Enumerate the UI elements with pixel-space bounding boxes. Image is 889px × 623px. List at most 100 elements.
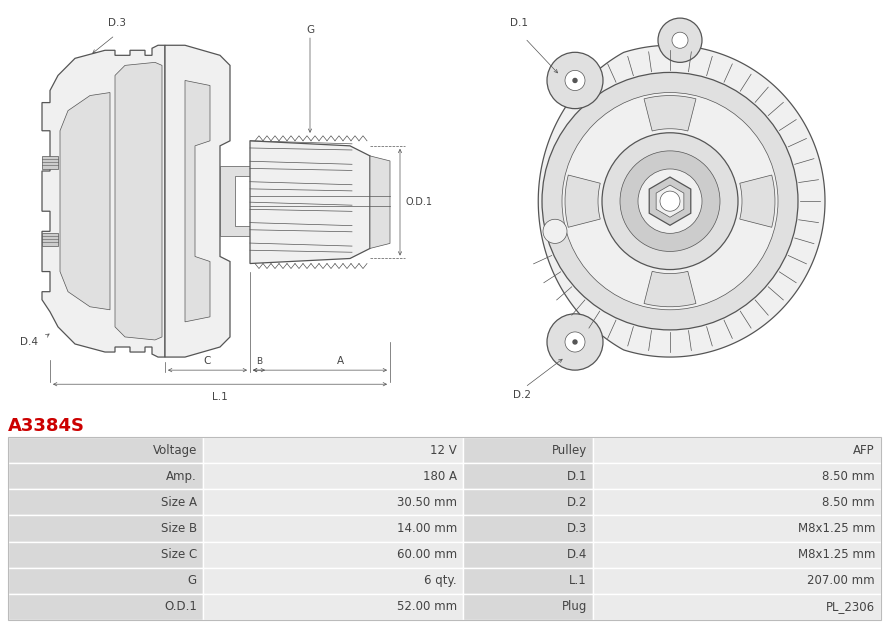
Circle shape	[547, 314, 603, 370]
Circle shape	[602, 133, 738, 270]
Circle shape	[660, 191, 680, 211]
Circle shape	[562, 93, 778, 310]
Bar	[8, 463, 203, 489]
Bar	[203, 541, 463, 568]
Bar	[203, 463, 463, 489]
Bar	[8, 594, 203, 620]
Text: 180 A: 180 A	[423, 470, 457, 483]
Text: Pulley: Pulley	[552, 444, 587, 457]
Bar	[593, 437, 881, 463]
Text: Size C: Size C	[161, 548, 197, 561]
Text: D.1: D.1	[566, 470, 587, 483]
Polygon shape	[42, 45, 165, 357]
Text: L.1: L.1	[569, 574, 587, 587]
Polygon shape	[538, 45, 825, 357]
Bar	[463, 594, 593, 620]
Bar	[203, 437, 463, 463]
Text: 6 qty.: 6 qty.	[424, 574, 457, 587]
Text: AFP: AFP	[853, 444, 875, 457]
Polygon shape	[220, 166, 250, 236]
Text: O.D.1: O.D.1	[164, 601, 197, 614]
Polygon shape	[42, 234, 58, 247]
Text: D.3: D.3	[567, 522, 587, 535]
Polygon shape	[649, 177, 691, 226]
Bar	[593, 463, 881, 489]
Text: 12 V: 12 V	[430, 444, 457, 457]
Text: 8.50 mm: 8.50 mm	[822, 470, 875, 483]
Text: D.4: D.4	[20, 337, 38, 347]
Circle shape	[573, 340, 577, 344]
Bar	[203, 515, 463, 541]
Polygon shape	[565, 175, 600, 227]
Circle shape	[543, 219, 567, 244]
Circle shape	[573, 78, 577, 82]
Bar	[463, 489, 593, 515]
Bar	[203, 489, 463, 515]
Bar	[593, 594, 881, 620]
Text: D.3: D.3	[108, 18, 126, 28]
Bar	[8, 515, 203, 541]
Text: A3384S: A3384S	[8, 417, 85, 435]
Text: B: B	[256, 357, 262, 366]
Circle shape	[658, 18, 702, 62]
Polygon shape	[740, 175, 775, 227]
Bar	[463, 515, 593, 541]
Text: G: G	[306, 25, 314, 35]
Polygon shape	[165, 45, 230, 357]
Text: D.2: D.2	[566, 496, 587, 509]
Polygon shape	[250, 141, 370, 264]
Bar	[8, 489, 203, 515]
Bar	[463, 541, 593, 568]
Bar	[8, 568, 203, 594]
Polygon shape	[644, 95, 696, 131]
Circle shape	[620, 151, 720, 252]
Bar	[593, 489, 881, 515]
Text: D.4: D.4	[566, 548, 587, 561]
Text: L.1: L.1	[212, 392, 228, 402]
Text: C: C	[204, 356, 212, 366]
Circle shape	[672, 32, 688, 48]
Text: 60.00 mm: 60.00 mm	[396, 548, 457, 561]
Bar	[203, 594, 463, 620]
Text: A: A	[336, 356, 343, 366]
Text: Amp.: Amp.	[166, 470, 197, 483]
Bar	[8, 437, 203, 463]
Text: D.2: D.2	[513, 390, 531, 400]
Circle shape	[565, 70, 585, 90]
Polygon shape	[644, 272, 696, 307]
Text: Size A: Size A	[161, 496, 197, 509]
Circle shape	[638, 169, 702, 234]
Bar	[463, 568, 593, 594]
Bar	[463, 437, 593, 463]
Bar	[463, 463, 593, 489]
Text: M8x1.25 mm: M8x1.25 mm	[797, 522, 875, 535]
Bar	[8, 541, 203, 568]
Bar	[593, 568, 881, 594]
Text: G: G	[188, 574, 197, 587]
Bar	[593, 541, 881, 568]
Text: O.D.1: O.D.1	[405, 197, 432, 207]
Text: Voltage: Voltage	[153, 444, 197, 457]
Text: M8x1.25 mm: M8x1.25 mm	[797, 548, 875, 561]
Polygon shape	[115, 62, 162, 340]
Text: PL_2306: PL_2306	[826, 601, 875, 614]
Text: D.1: D.1	[510, 18, 528, 28]
Polygon shape	[370, 156, 390, 249]
Polygon shape	[185, 80, 210, 322]
Polygon shape	[42, 156, 58, 169]
Circle shape	[565, 332, 585, 352]
Circle shape	[542, 72, 798, 330]
Text: Plug: Plug	[562, 601, 587, 614]
Bar	[203, 568, 463, 594]
Text: 30.50 mm: 30.50 mm	[397, 496, 457, 509]
Circle shape	[547, 52, 603, 108]
Text: 207.00 mm: 207.00 mm	[807, 574, 875, 587]
Text: Size B: Size B	[161, 522, 197, 535]
Polygon shape	[60, 93, 110, 310]
Polygon shape	[656, 185, 684, 217]
Bar	[8, 437, 881, 620]
Text: 8.50 mm: 8.50 mm	[822, 496, 875, 509]
Text: 52.00 mm: 52.00 mm	[396, 601, 457, 614]
Bar	[593, 515, 881, 541]
Text: 14.00 mm: 14.00 mm	[396, 522, 457, 535]
